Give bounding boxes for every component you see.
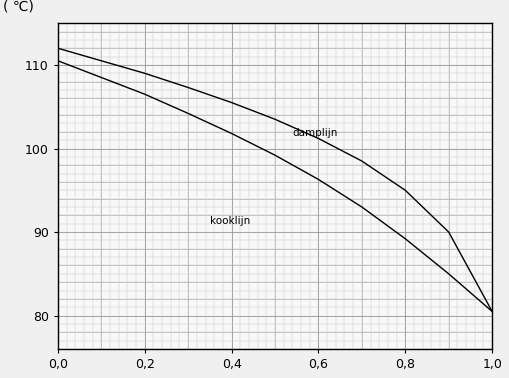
Y-axis label: ( ℃): ( ℃) [4, 0, 34, 13]
Text: damplijn: damplijn [292, 128, 338, 138]
Text: kooklijn: kooklijn [210, 216, 250, 226]
